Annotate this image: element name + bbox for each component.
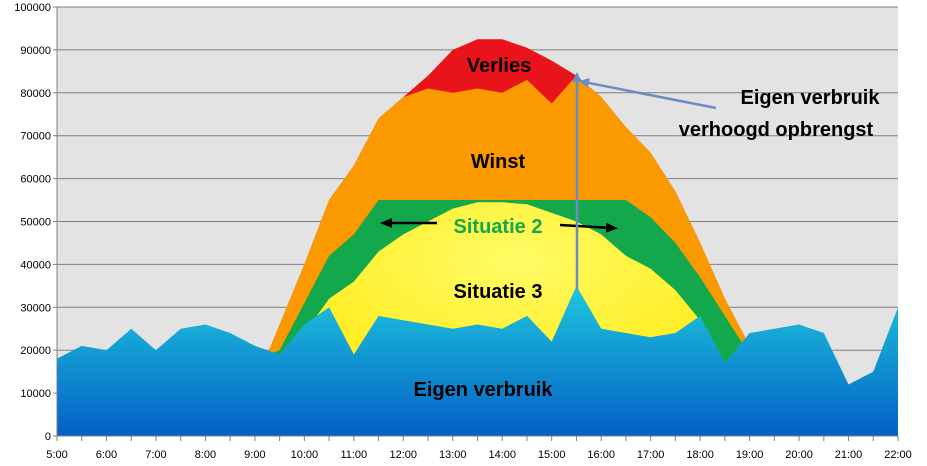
x-tick-label: 15:00	[538, 449, 566, 461]
y-tick-label: 80000	[20, 88, 51, 100]
area-eigen-verbruik	[57, 285, 898, 436]
label-verlies: Verlies	[467, 55, 532, 77]
x-tick-label: 5:00	[46, 449, 67, 461]
x-tick-label: 11:00	[340, 449, 367, 461]
x-tick-label: 9:00	[244, 449, 265, 461]
x-tick-label: 13:00	[439, 449, 467, 461]
x-tick-label: 19:00	[736, 449, 764, 461]
x-tick-label: 17:00	[637, 449, 665, 461]
x-tick-label: 7:00	[145, 449, 166, 461]
y-tick-label: 30000	[20, 302, 51, 314]
label-situatie-2: Situatie 2	[454, 216, 543, 238]
y-tick-label: 10000	[20, 388, 51, 400]
y-tick-label: 0	[45, 431, 51, 443]
area-series	[57, 39, 898, 436]
situatie-2-right-arrow	[559, 222, 618, 233]
x-tick-label: 8:00	[195, 449, 216, 461]
axes: 0 10000 20000 30000 40000 50000 60000 70000 8000…	[14, 2, 911, 461]
callout-pointer-arrow	[579, 78, 717, 110]
x-tick-label: 21:00	[835, 449, 863, 461]
label-eigen-verbruik: Eigen verbruik	[414, 379, 554, 401]
x-tick-label: 22:00	[884, 449, 912, 461]
y-tick-label: 50000	[20, 217, 51, 229]
x-tick-label: 6:00	[96, 449, 117, 461]
annotations: Verlies Winst Situatie 2 Situatie 3 Eige…	[380, 55, 881, 401]
x-tick-label: 18:00	[686, 449, 714, 461]
y-tick-label: 100000	[14, 2, 51, 14]
x-tick-label: 20:00	[785, 449, 813, 461]
label-situatie-3: Situatie 3	[454, 281, 543, 303]
y-tick-label: 20000	[20, 345, 51, 357]
callout-line-1: Eigen verbruik	[741, 87, 881, 109]
x-tick-label: 10:00	[291, 449, 319, 461]
x-tick-label: 12:00	[390, 449, 418, 461]
y-tick-label: 60000	[20, 174, 51, 186]
label-winst: Winst	[471, 151, 526, 173]
y-tick-label: 40000	[20, 259, 51, 271]
callout-line-2: verhoogd opbrengst	[679, 119, 874, 141]
y-tick-label: 90000	[20, 45, 51, 57]
x-tick-label: 14:00	[488, 449, 516, 461]
x-tick-label: 16:00	[587, 449, 615, 461]
y-tick-label: 70000	[20, 131, 51, 143]
